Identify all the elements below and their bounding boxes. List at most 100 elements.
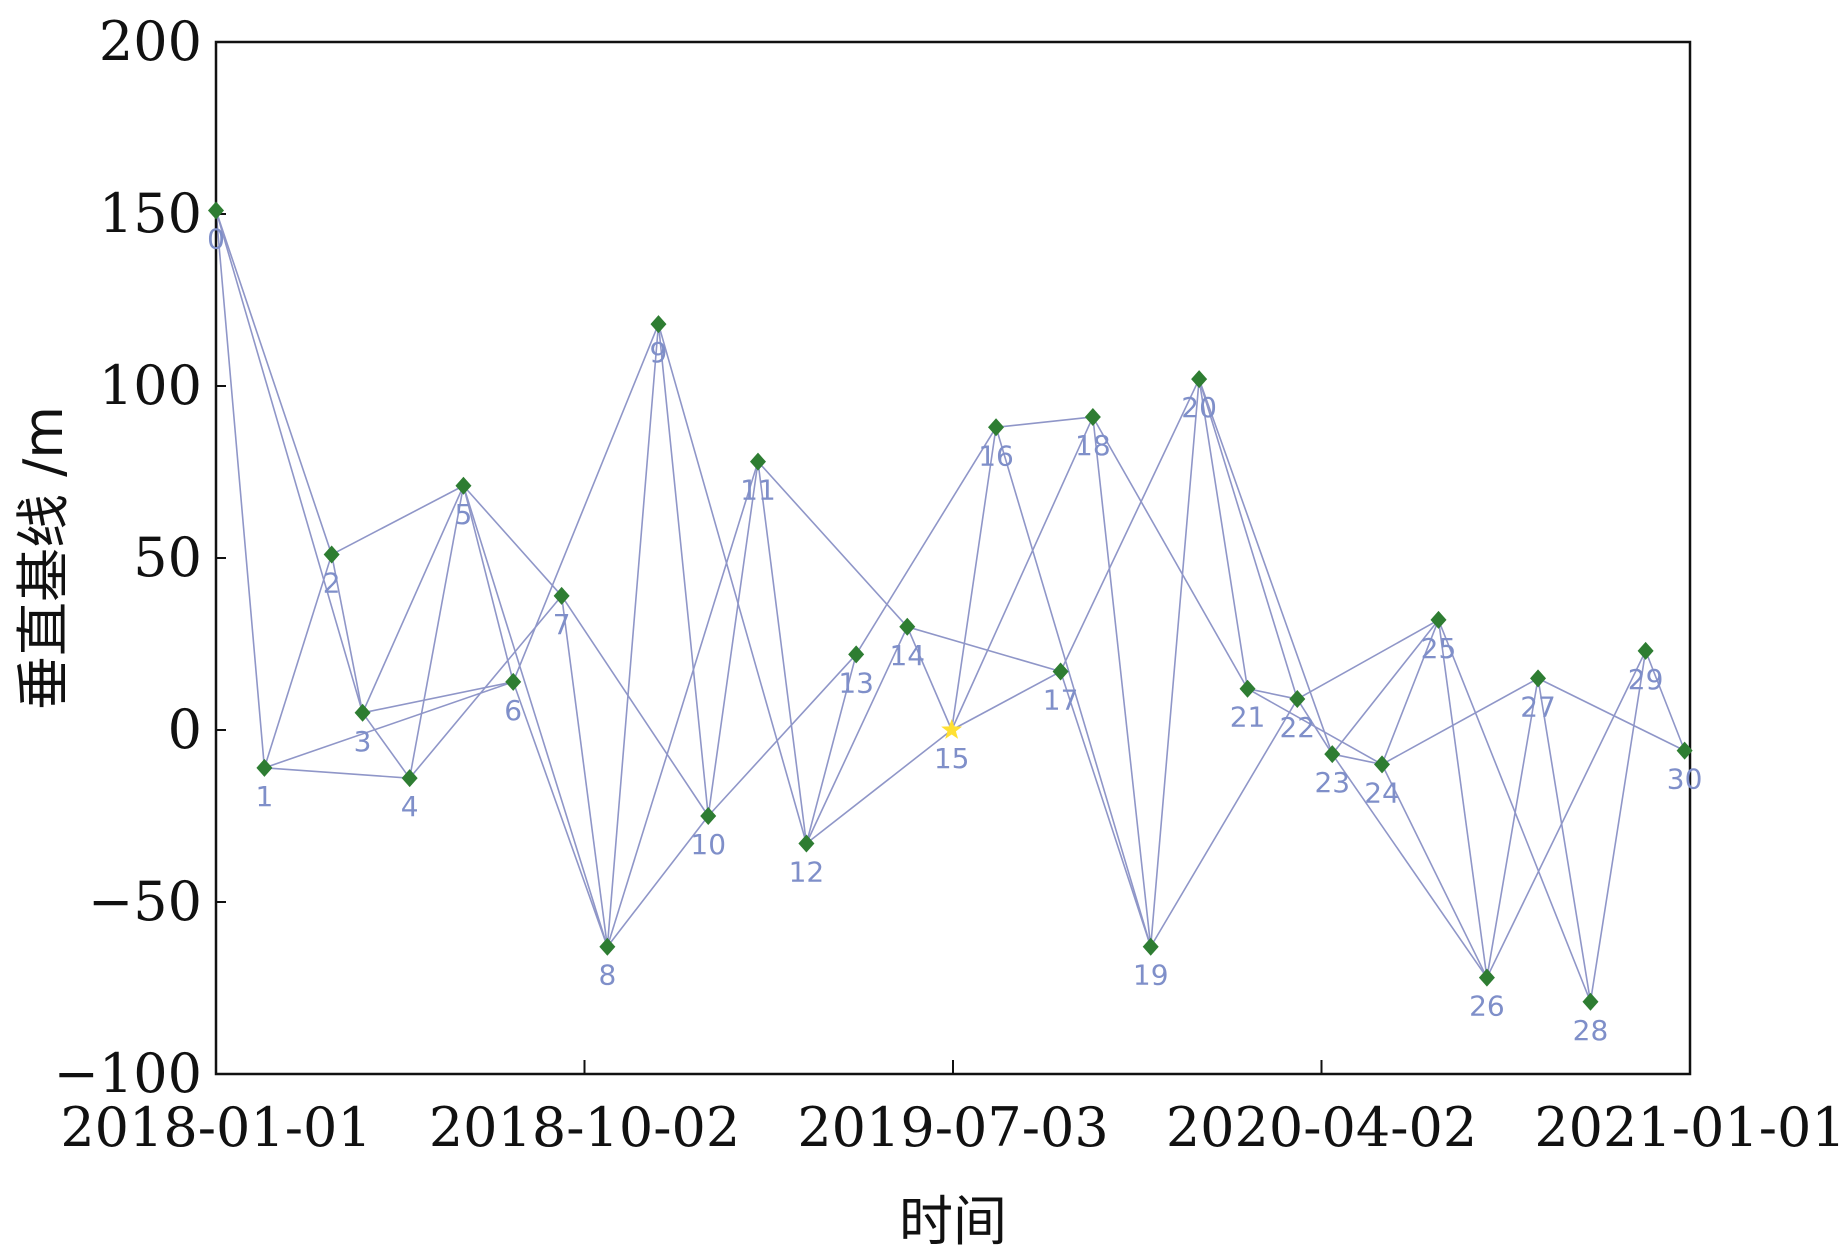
connection-line [951,670,1061,731]
data-point-marker [700,807,717,825]
connection-line [330,554,364,713]
connection-line [462,485,563,597]
point-label: 22 [1279,711,1315,744]
data-point-marker [798,834,815,853]
connection-line [512,681,609,947]
connection-line [1381,677,1539,766]
data-point-marker [1084,407,1101,426]
connection-line [1437,619,1592,1003]
connection-line [606,461,759,947]
connection-line [805,729,953,845]
connection-line [1437,619,1488,978]
point-label: 26 [1469,990,1505,1023]
data-point-marker [1289,690,1306,709]
point-label: 25 [1421,632,1457,665]
connection-line [1092,416,1152,947]
data-point-marker [1142,937,1159,956]
connection-line [1589,650,1647,1002]
y-tick-label: 100 [99,354,202,417]
connection-line [1150,698,1298,948]
point-label: 15 [934,742,970,775]
connection-line [606,815,709,948]
connection-line [1537,677,1685,752]
connection-line [657,323,710,817]
point-label: 18 [1075,429,1111,462]
data-point-marker [1239,679,1256,698]
x-tick-label: 2021-01-01 [1534,1096,1843,1159]
data-point-marker [899,617,916,636]
data-point-marker [1374,755,1391,774]
data-point-marker [1676,741,1693,760]
data-point-marker [1191,370,1208,389]
connection-lines [215,210,1686,1003]
y-tick-label: 200 [99,10,202,73]
reference-point-marker [941,719,963,739]
data-point-marker [401,769,418,788]
connection-line [995,416,1093,429]
connection-line [950,416,1094,731]
connection-line [1059,378,1200,672]
connection-line [1296,698,1333,755]
point-label: 4 [401,790,419,823]
point-label: 12 [789,856,825,889]
connection-line [657,323,808,844]
connection-line [1381,764,1488,979]
data-point-marker [455,476,472,495]
x-axis: 2018-01-01 2018-10-02 2019-07-03 2020-04-02… [60,1060,1843,1159]
connection-line [1381,619,1440,765]
connection-line [855,426,997,655]
connection-line [362,681,514,714]
data-points [208,201,1693,1011]
data-point-marker [1324,745,1341,764]
connection-line [906,626,953,731]
data-point-marker [848,645,865,664]
connection-line [1198,378,1299,700]
connection-line [1537,678,1592,1002]
data-point-marker [256,758,273,777]
point-label: 1 [256,780,274,813]
point-label: 30 [1667,763,1703,796]
connection-line [361,712,411,779]
connection-line [1331,619,1440,755]
point-label: 7 [553,608,571,641]
point-label: 13 [838,666,874,699]
x-axis-title: 时间 [899,1190,1007,1252]
y-tick-label: 0 [168,698,202,761]
connection-line [1247,687,1298,700]
data-point-marker [505,672,522,691]
data-point-marker [323,545,340,564]
point-label: 6 [504,694,522,727]
point-label: 20 [1181,391,1217,424]
point-label: 19 [1133,959,1169,992]
connection-line [560,595,709,817]
connection-line [805,626,908,844]
connection-line [907,626,1061,673]
point-label: 17 [1043,684,1079,717]
connection-line [805,654,857,844]
y-tick-label: 50 [133,526,202,589]
connection-line [408,485,465,779]
connection-line [1332,753,1383,766]
point-label: 23 [1314,766,1350,799]
point-label: 0 [207,223,225,256]
connection-line [995,427,1152,947]
connection-line [1486,650,1647,979]
connection-line [1059,671,1152,947]
connection-line [215,210,266,768]
data-point-marker [1430,610,1447,629]
point-label: 11 [740,474,776,507]
connection-line [560,595,609,947]
connection-line [462,485,514,683]
connection-line [1644,650,1686,751]
connection-line [264,767,410,779]
connection-line [707,461,759,817]
connection-line [512,323,660,683]
connection-line [1198,378,1249,689]
x-tick-label: 2018-10-02 [429,1096,740,1159]
connection-line [331,485,464,556]
point-label: 21 [1230,701,1266,734]
connection-line [950,427,997,731]
data-point-marker [599,937,616,956]
data-point-marker [1582,992,1599,1011]
